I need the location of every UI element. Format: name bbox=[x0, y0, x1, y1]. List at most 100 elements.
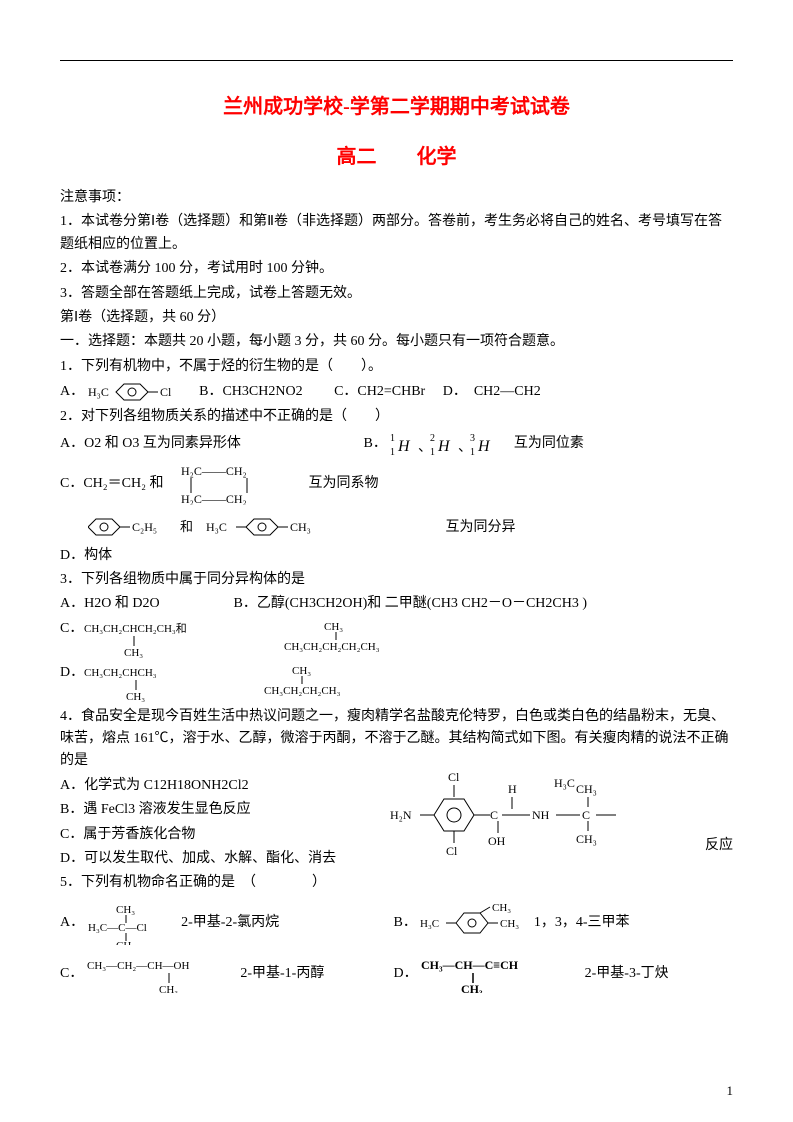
q3-d-row: D． CH₃CH₂CHCH₃ CH₃ CH₃ CH₃CH₂CH₂CH₃ bbox=[60, 662, 733, 704]
svg-text:3: 3 bbox=[470, 433, 475, 444]
svg-text:CH₃: CH₃ bbox=[126, 691, 145, 703]
svg-text:H: H bbox=[477, 438, 491, 455]
q2-d-last: D．构体 bbox=[60, 545, 733, 567]
q2-d: C₂H₅ 和 H₃C CH₃ 互为同分异 bbox=[60, 513, 733, 543]
page-number: 1 bbox=[727, 1081, 734, 1102]
q5-a: A． CH₃ H₃C—C—Cl CH₃ 2-甲基-2-氯丙烷 bbox=[60, 901, 390, 945]
svg-text:CH₃CH₂CHCH₃: CH₃CH₂CHCH₃ bbox=[84, 667, 157, 679]
svg-text:H₃C: H₃C bbox=[420, 918, 439, 930]
q4-struct: Cl H₂N Cl H C OH NH bbox=[390, 769, 690, 865]
svg-text:1: 1 bbox=[390, 433, 395, 444]
top-line bbox=[60, 60, 733, 61]
svg-text:H₃C: H₃C bbox=[88, 385, 109, 399]
svg-text:CH₃—CH—C≡CH: CH₃—CH—C≡CH bbox=[421, 958, 519, 972]
notice-2: 2．本试卷满分 100 分，考试用时 100 分钟。 bbox=[60, 258, 733, 280]
q3-b: B．乙醇(CH3CH2OH)和 二甲醚(CH3 CH2－O－CH2CH3 ) bbox=[234, 596, 588, 611]
q4: 4．食品安全是现今百姓生活中热议问题之一，瘦肉精学名盐酸克伦特罗，白色或类白色的… bbox=[60, 706, 733, 773]
q5-c-struct: CH₃—CH₂—CH—OH CH₃ bbox=[87, 955, 237, 993]
svg-text:C: C bbox=[582, 808, 590, 822]
q5-a-struct: CH₃ H₃C—C—Cl CH₃ bbox=[88, 901, 178, 945]
notice-3: 3．答题全部在答题纸上完成，试卷上答题无效。 bbox=[60, 283, 733, 305]
q2-b-pre: B． bbox=[364, 436, 387, 451]
q5-b-label: B． bbox=[394, 912, 417, 934]
q5: 5．下列有机物命名正确的是 （ ） bbox=[60, 872, 733, 894]
q3-c-row: C． CH₃CH₂CHCH₂CH₃和 CH₃ CH₃ CH₃CH₂CH₂CH₂C… bbox=[60, 618, 733, 660]
q3-c: C． bbox=[60, 618, 80, 640]
svg-text:CH₃: CH₃ bbox=[290, 520, 311, 534]
svg-text:CH₃: CH₃ bbox=[116, 940, 135, 945]
svg-text:CH₃: CH₃ bbox=[492, 903, 511, 914]
q5-d: D． CH₃—CH—C≡CH CH₃ 2-甲基-3-丁炔 bbox=[394, 955, 669, 993]
svg-text:OH: OH bbox=[488, 834, 506, 848]
svg-text:C₂H₅: C₂H₅ bbox=[132, 520, 157, 534]
q5-b-struct: H₃C CH₃ CH₃ bbox=[420, 903, 530, 943]
q2-c-struct: H₂C——CH₂ H₂C——CH₂ bbox=[181, 463, 291, 505]
svg-text:CH₃: CH₃ bbox=[576, 832, 597, 846]
q5-c-label: C． bbox=[60, 963, 83, 985]
svg-text:CH₃CH₂CHCH₂CH₃和: CH₃CH₂CHCH₂CH₃和 bbox=[84, 622, 187, 635]
svg-text:和: 和 bbox=[180, 519, 193, 534]
svg-text:C: C bbox=[490, 808, 498, 822]
svg-text:H₃C: H₃C bbox=[554, 776, 575, 790]
svg-text:CH₃CH₂CH₂CH₃: CH₃CH₂CH₂CH₃ bbox=[264, 685, 341, 697]
svg-text:H₂C——CH₂: H₂C——CH₂ bbox=[181, 464, 247, 478]
q4-c: C．属于芳香族化合物 bbox=[60, 824, 400, 846]
svg-text:Cl: Cl bbox=[160, 385, 172, 399]
svg-text:H₃C—C—Cl: H₃C—C—Cl bbox=[88, 922, 147, 934]
q1: 1．下列有机物中，不属于烃的衍生物的是（ ）。 bbox=[60, 356, 733, 378]
q4-block: A．化学式为 C12H18ONH2Cl2 B．遇 FeCl3 溶液发生显色反应 … bbox=[60, 775, 733, 871]
svg-text:CH₃: CH₃ bbox=[324, 621, 343, 633]
svg-text:Cl: Cl bbox=[446, 844, 458, 858]
q5-c: C． CH₃—CH₂—CH—OH CH₃ 2-甲基-1-丙醇 bbox=[60, 955, 390, 993]
q4-d-pre: D．可以发生取代、加成、水解、酯化、消去 bbox=[60, 851, 336, 866]
svg-text:H₂C——CH₂: H₂C——CH₂ bbox=[181, 492, 247, 505]
body-text: 注意事项： 1．本试卷分第Ⅰ卷（选择题）和第Ⅱ卷（非选择题）两部分。答卷前，考生… bbox=[60, 187, 733, 993]
q5-b-post: 1，3，4-三甲苯 bbox=[534, 915, 630, 930]
svg-text:H₃C: H₃C bbox=[206, 520, 227, 534]
q2: 2．对下列各组物质关系的描述中不正确的是（ ） bbox=[60, 406, 733, 428]
q1-b: B．CH3CH2NO2 bbox=[199, 384, 302, 399]
q2-c-post: 互为同系物 bbox=[295, 476, 379, 491]
svg-text:H: H bbox=[508, 782, 517, 796]
q5-d-label: D． bbox=[394, 963, 418, 985]
q3-ab: A．H2O 和 D2O B．乙醇(CH3CH2OH)和 二甲醚(CH3 CH2－… bbox=[60, 593, 733, 615]
q3-d-struct: CH₃CH₂CHCH₃ CH₃ CH₃ CH₃CH₂CH₂CH₃ bbox=[84, 662, 524, 704]
q3-a: A．H2O 和 D2O bbox=[60, 593, 230, 615]
q5-d-post: 2-甲基-3-丁炔 bbox=[585, 966, 669, 981]
svg-text:H: H bbox=[397, 438, 411, 455]
q4-a: A．化学式为 C12H18ONH2Cl2 bbox=[60, 775, 400, 797]
q2-c-pre: C．CH₂＝CH₂ 和 bbox=[60, 476, 178, 491]
q5-a-post: 2-甲基-2-氯丙烷 bbox=[181, 915, 279, 930]
q5-row-cd: C． CH₃—CH₂—CH—OH CH₃ 2-甲基-1-丙醇 D． CH₃—CH… bbox=[60, 955, 733, 993]
q3-c-struct: CH₃CH₂CHCH₂CH₃和 CH₃ CH₃ CH₃CH₂CH₂CH₂CH₃ bbox=[84, 618, 524, 660]
title-main: 兰州成功学校-学第二学期期中考试试卷 bbox=[60, 91, 733, 123]
q4-d-post: 反应 bbox=[705, 835, 733, 857]
svg-text:H: H bbox=[437, 438, 451, 455]
q1-d: D． CH2—CH2 bbox=[443, 384, 541, 399]
notice-1: 1．本试卷分第Ⅰ卷（选择题）和第Ⅱ卷（非选择题）两部分。答卷前，考生务必将自己的… bbox=[60, 211, 733, 256]
q1-options: A． H₃C Cl B．CH3CH2NO2 C．CH2=CHBr D． CH2—… bbox=[60, 380, 733, 404]
q5-d-struct: CH₃—CH—C≡CH CH₃ bbox=[421, 955, 581, 993]
svg-text:CH₃: CH₃ bbox=[576, 782, 597, 796]
section-1: 第Ⅰ卷（选择题，共 60 分） bbox=[60, 307, 733, 329]
svg-text:CH₃: CH₃ bbox=[124, 647, 143, 659]
svg-text:CH₃: CH₃ bbox=[500, 918, 519, 930]
q3-d: D． bbox=[60, 662, 80, 684]
q1-c: C．CH2=CHBr bbox=[334, 384, 425, 399]
svg-text:CH₃CH₂CH₂CH₂CH₃: CH₃CH₂CH₂CH₂CH₃ bbox=[284, 641, 380, 653]
svg-text:NH: NH bbox=[532, 808, 550, 822]
q2-a: A．O2 和 O3 互为同素异形体 bbox=[60, 433, 360, 455]
notice-heading: 注意事项： bbox=[60, 187, 733, 209]
svg-text:CH₃: CH₃ bbox=[159, 984, 178, 993]
q4-b: B．遇 FeCl3 溶液发生显色反应 bbox=[60, 799, 400, 821]
svg-text:CH₃—CH₂—CH—OH: CH₃—CH₂—CH—OH bbox=[87, 960, 189, 972]
q3: 3．下列各组物质中属于同分异构体的是 bbox=[60, 569, 733, 591]
q2-ab: A．O2 和 O3 互为同素异形体 B． 1 1 H 、 2 1 H 、 3 1… bbox=[60, 431, 733, 457]
svg-text:H₂N: H₂N bbox=[390, 808, 412, 822]
svg-text:2: 2 bbox=[430, 433, 435, 444]
q5-a-label: A． bbox=[60, 912, 84, 934]
q1-a-struct: H₃C Cl bbox=[88, 380, 178, 404]
q1-a-pre: A． bbox=[60, 384, 84, 399]
svg-text:CH₃: CH₃ bbox=[461, 982, 483, 993]
q2-c: C．CH₂＝CH₂ 和 H₂C——CH₂ H₂C——CH₂ 互为同系物 bbox=[60, 463, 733, 505]
